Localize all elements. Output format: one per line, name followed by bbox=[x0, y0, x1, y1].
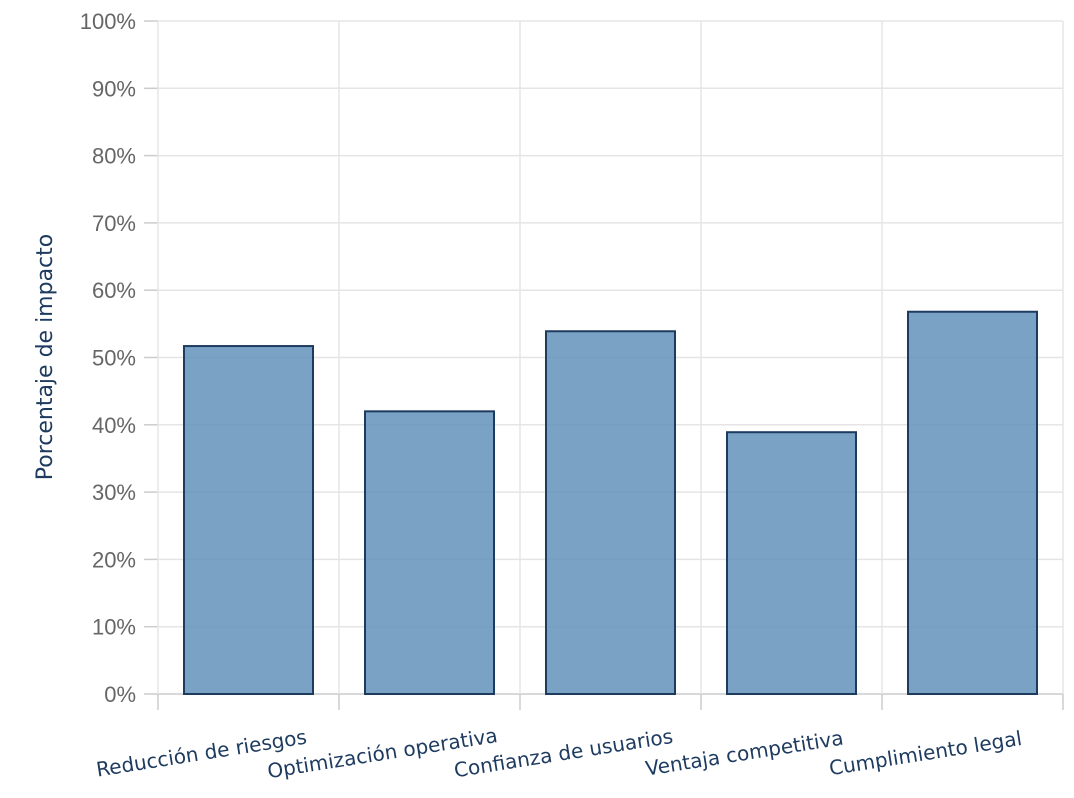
y-tick-label: 90% bbox=[92, 76, 136, 101]
bar bbox=[364, 410, 495, 695]
y-tick-label: 40% bbox=[92, 413, 136, 438]
y-axis-ticks: 0% 10% 20% 30% 40% 50% 60% 70% 80% 90% 100% bbox=[80, 9, 136, 707]
y-tick-label: 0% bbox=[104, 682, 136, 707]
x-category-label: Cumplimiento legal bbox=[827, 726, 1023, 780]
y-tick-label: 60% bbox=[92, 278, 136, 303]
y-tick-label: 80% bbox=[92, 144, 136, 169]
bar bbox=[726, 431, 857, 695]
y-tick-label: 100% bbox=[80, 9, 136, 34]
y-axis-title: Porcentaje de impacto bbox=[33, 234, 58, 481]
y-tick-label: 50% bbox=[92, 346, 136, 371]
y-tick-label: 10% bbox=[92, 615, 136, 640]
bars bbox=[183, 310, 1038, 695]
bar bbox=[183, 345, 314, 695]
y-tick-label: 20% bbox=[92, 547, 136, 572]
bar bbox=[545, 330, 676, 695]
y-tick-label: 70% bbox=[92, 211, 136, 236]
x-category-label: Ventaja competitiva bbox=[644, 726, 845, 781]
bar bbox=[907, 310, 1038, 695]
y-tick-label: 30% bbox=[92, 480, 136, 505]
